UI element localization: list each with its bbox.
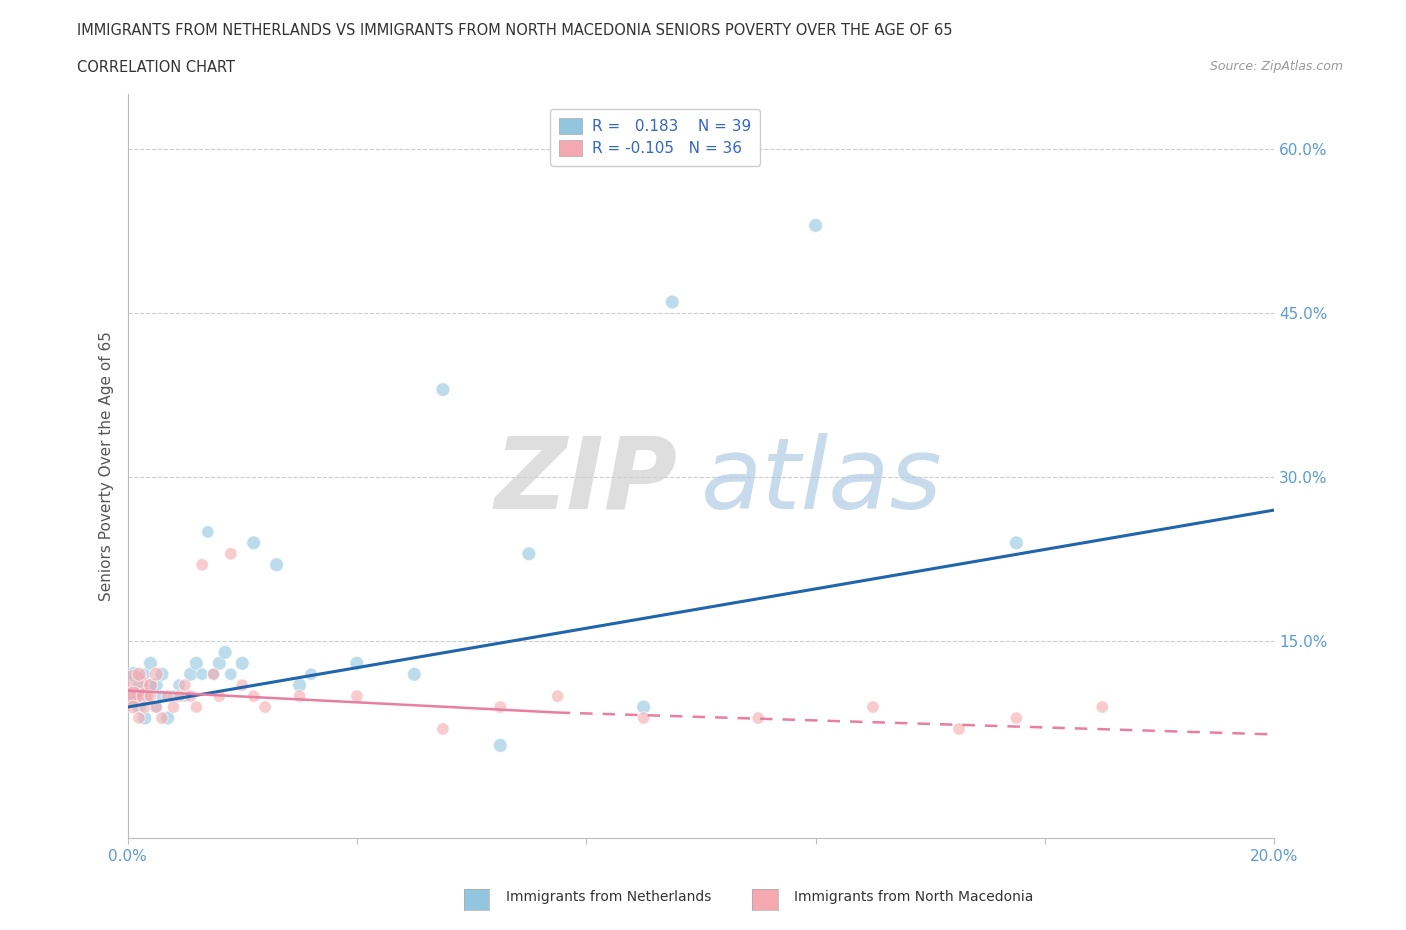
Point <box>139 656 162 671</box>
Point <box>145 699 167 714</box>
Point <box>139 678 162 693</box>
Point <box>139 689 162 704</box>
Point <box>633 711 655 725</box>
Point <box>191 667 214 682</box>
Point <box>517 547 540 562</box>
Point <box>122 678 145 693</box>
Text: atlas: atlas <box>702 432 942 529</box>
Point <box>231 678 253 693</box>
Legend: R =   0.183    N = 39, R = -0.105   N = 36: R = 0.183 N = 39, R = -0.105 N = 36 <box>550 109 759 166</box>
Point <box>346 689 368 704</box>
Point <box>432 382 454 397</box>
Point <box>208 656 231 671</box>
Point <box>254 699 277 714</box>
Point <box>180 689 202 704</box>
Point <box>266 557 288 572</box>
Point <box>1091 699 1114 714</box>
Text: Immigrants from North Macedonia: Immigrants from North Macedonia <box>794 890 1033 904</box>
Point <box>231 656 253 671</box>
Point <box>288 678 311 693</box>
Point <box>134 711 156 725</box>
Point <box>162 699 184 714</box>
Point <box>1005 536 1028 551</box>
Point <box>202 667 225 682</box>
Point <box>128 667 150 682</box>
Point <box>186 699 208 714</box>
Point <box>747 711 769 725</box>
Point <box>288 689 311 704</box>
Point <box>208 689 231 704</box>
Point <box>150 711 173 725</box>
Point <box>150 689 173 704</box>
Point <box>346 656 368 671</box>
Point <box>134 699 156 714</box>
Point <box>134 667 156 682</box>
Point <box>134 689 156 704</box>
Point <box>134 689 156 704</box>
Point <box>432 722 454 737</box>
Point <box>128 678 150 693</box>
Text: ZIP: ZIP <box>495 432 678 529</box>
Point <box>214 644 236 659</box>
Point <box>547 689 569 704</box>
Point <box>180 667 202 682</box>
Point <box>128 699 150 714</box>
Point <box>162 689 184 704</box>
Point <box>156 711 179 725</box>
Text: CORRELATION CHART: CORRELATION CHART <box>77 60 235 75</box>
Point <box>150 667 173 682</box>
Text: IMMIGRANTS FROM NETHERLANDS VS IMMIGRANTS FROM NORTH MACEDONIA SENIORS POVERTY O: IMMIGRANTS FROM NETHERLANDS VS IMMIGRANT… <box>77 23 953 38</box>
Text: Source: ZipAtlas.com: Source: ZipAtlas.com <box>1209 60 1343 73</box>
Point <box>489 699 512 714</box>
Point <box>242 689 264 704</box>
Point <box>219 667 242 682</box>
Point <box>128 711 150 725</box>
Point <box>242 536 264 551</box>
Point <box>174 678 197 693</box>
Point <box>197 525 219 539</box>
Text: Immigrants from Netherlands: Immigrants from Netherlands <box>506 890 711 904</box>
Point <box>862 699 884 714</box>
Point <box>191 557 214 572</box>
Point <box>145 678 167 693</box>
Point <box>156 689 179 704</box>
Point <box>633 699 655 714</box>
Point <box>948 722 970 737</box>
Point <box>186 656 208 671</box>
Point <box>219 547 242 562</box>
Point <box>174 689 197 704</box>
Point <box>167 689 190 704</box>
Point <box>122 689 145 704</box>
Point <box>661 295 683 310</box>
Point <box>804 218 827 232</box>
Point <box>122 667 145 682</box>
Point <box>122 699 145 714</box>
Point <box>202 667 225 682</box>
Point <box>299 667 322 682</box>
Point <box>404 667 426 682</box>
Point <box>139 678 162 693</box>
Point <box>145 699 167 714</box>
Point <box>1005 711 1028 725</box>
Point <box>167 678 190 693</box>
Point <box>489 737 512 752</box>
Y-axis label: Seniors Poverty Over the Age of 65: Seniors Poverty Over the Age of 65 <box>100 331 114 601</box>
Point <box>122 689 145 704</box>
Point <box>145 667 167 682</box>
